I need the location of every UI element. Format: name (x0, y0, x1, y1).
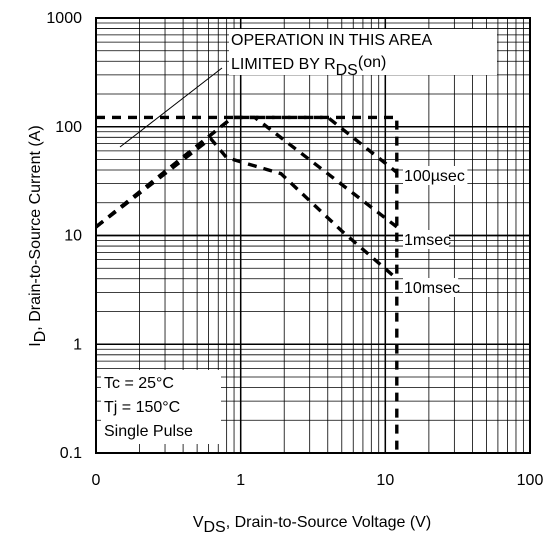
y-tick-label: 100 (55, 119, 82, 136)
series-label: 10msec (404, 280, 460, 297)
y-tick-label: 10 (64, 228, 82, 245)
annotation-boxes (101, 29, 497, 444)
series-label: 100µsec (404, 168, 465, 185)
y-tick-label: 1000 (46, 10, 82, 27)
y-tick-label: 1 (73, 336, 82, 353)
x-axis-label: VDS, Drain-to-Source Voltage (V) (193, 514, 431, 536)
x-tick-label: 10 (376, 472, 394, 489)
series-label-bg (403, 166, 468, 185)
series-label-bg (403, 230, 449, 249)
series-line-10msec (94, 136, 398, 281)
x-tick-label: 0 (92, 472, 101, 489)
condition-tc: Tc = 25°C (104, 375, 174, 392)
limit-boundary-line (96, 115, 399, 453)
condition-pulse: Single Pulse (104, 423, 193, 440)
y-tick-label: 0.1 (60, 445, 82, 462)
region-annotation-bg (229, 29, 497, 75)
region-annotation-line1: OPERATION IN THIS AREA (231, 32, 433, 49)
series-line-1msec (94, 115, 398, 229)
series-labels: 100µsec 1msec 10msec (403, 166, 468, 297)
conditions-bg (101, 370, 221, 444)
series-label: 1msec (404, 232, 451, 249)
y-tick-labels: 0.1 1 10 100 1000 (46, 10, 82, 462)
series-label-bg (403, 278, 459, 297)
annotation-pointer (119, 67, 223, 148)
x-tick-label: 100 (517, 472, 544, 489)
condition-tj: Tj = 150°C (104, 399, 180, 416)
data-series (94, 115, 399, 453)
y-axis-label: ID, Drain-to-Source Current (A) (27, 125, 49, 346)
plot-frame (95, 17, 531, 454)
series-line-100sec (94, 115, 398, 229)
x-tick-label: 1 (236, 472, 245, 489)
x-tick-labels: 0 1 10 100 (92, 472, 544, 489)
region-annotation-line2: LIMITED BY RDS(on) (231, 54, 386, 79)
